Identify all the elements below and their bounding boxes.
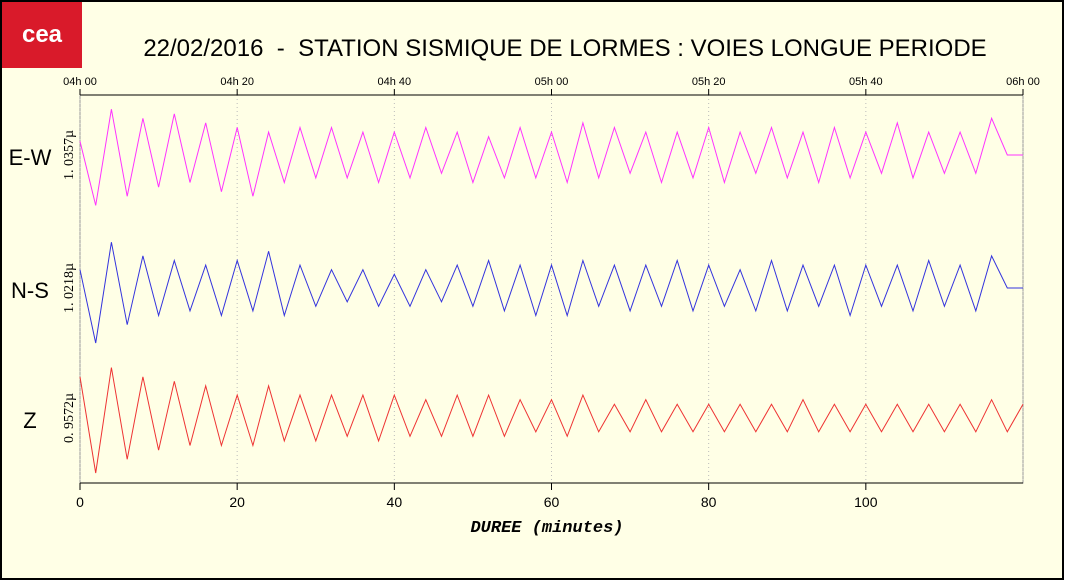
logo: cea [22, 21, 63, 48]
scale-label: 0. 9572µ [62, 393, 77, 443]
chart-title: 22/02/2016 - STATION SISMIQUE DE LORMES … [143, 35, 986, 62]
x-tick-label: 100 [854, 494, 878, 510]
x-tick-label: 20 [229, 494, 245, 510]
x-tick-label: 40 [387, 494, 403, 510]
scale-label: 1. 0357µ [62, 130, 77, 180]
top-tick-label: 05h 20 [692, 76, 726, 88]
trace [79, 242, 1023, 344]
trace-name: E-W [9, 145, 52, 170]
trace [79, 109, 1023, 206]
trace-name: N-S [11, 278, 49, 303]
x-tick-label: 80 [701, 494, 717, 510]
top-tick-label: 04h 20 [220, 76, 254, 88]
x-tick-label: 60 [544, 494, 560, 510]
top-tick-label: 06h 00 [1006, 76, 1040, 88]
top-tick-label: 05h 00 [535, 76, 569, 88]
logo-box [2, 2, 82, 68]
scale-label: 1. 0218µ [62, 263, 77, 313]
top-tick-label: 05h 40 [849, 76, 883, 88]
x-axis-label: DUREE (minutes) [470, 519, 623, 538]
trace-name: Z [23, 408, 36, 433]
trace [79, 367, 1024, 474]
x-tick-label: 0 [76, 494, 84, 510]
top-tick-label: 04h 00 [63, 76, 97, 88]
top-tick-label: 04h 40 [378, 76, 412, 88]
